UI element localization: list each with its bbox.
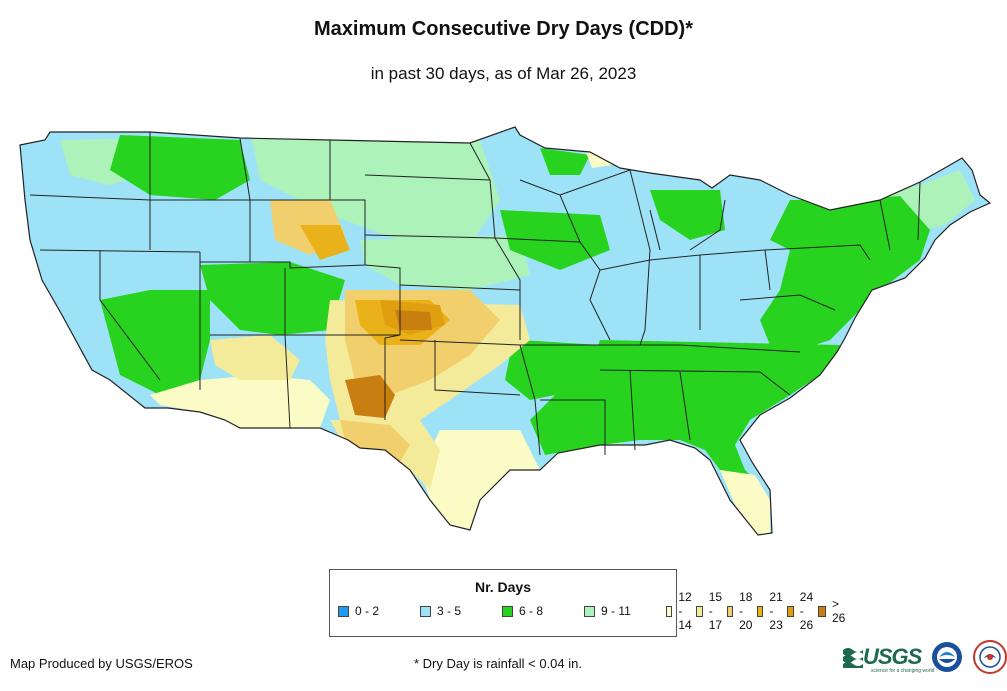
- cdd-map: [19, 126, 992, 536]
- legend-item: 18 - 20: [726, 590, 757, 632]
- legend-item: 24 - 26: [787, 590, 817, 632]
- legend-item: 6 - 8: [502, 603, 584, 619]
- legend-label: > 26: [831, 597, 846, 625]
- class-9-11-regions: [60, 130, 975, 455]
- legend-label: 6 - 8: [519, 604, 544, 618]
- usgs-logo: USGS science for a changing world: [843, 644, 934, 674]
- dry-day-footnote: * Dry Day is rainfall < 0.04 in.: [414, 656, 582, 671]
- usgs-wordmark: USGS: [863, 644, 922, 669]
- legend-label: 3 - 5: [437, 604, 462, 618]
- legend-grid: 0 - 2 3 - 5 6 - 8 9 - 11 12 - 14 15 - 17…: [338, 590, 848, 632]
- legend-label: 18 - 20: [739, 590, 753, 632]
- state-boundaries: [19, 126, 992, 536]
- legend-box: Nr. Days 0 - 2 3 - 5 6 - 8 9 - 11 12 - 1…: [329, 569, 845, 637]
- legend-swatch: [817, 605, 826, 617]
- map-credit: Map Produced by USGS/EROS: [10, 656, 193, 671]
- legend-swatch: [584, 605, 595, 617]
- legend-title: Nr. Days: [474, 579, 532, 595]
- legend-item: 21 - 23: [757, 590, 787, 632]
- legend-item: > 26: [817, 597, 848, 625]
- map-subtitle: in past 30 days, as of Mar 26, 2023: [370, 64, 637, 83]
- class-gt-26-regions: [345, 310, 432, 418]
- class-6-8-regions: [100, 135, 930, 480]
- legend-swatch: [726, 605, 734, 617]
- legend-swatch: [666, 605, 673, 617]
- legend-swatch: [787, 605, 794, 617]
- map-title: Maximum Consecutive Dry Days (CDD)*: [314, 18, 693, 40]
- legend-item: 9 - 11: [584, 603, 666, 619]
- legend-swatch: [696, 605, 703, 617]
- legend-item: 0 - 2: [338, 603, 420, 619]
- usgs-tagline: science for a changing world: [871, 668, 935, 674]
- legend-swatch: [502, 605, 513, 617]
- legend-item: 3 - 5: [420, 603, 502, 619]
- nws-seal-icon: [973, 640, 1007, 674]
- legend-label: 12 - 14: [678, 590, 692, 632]
- usgs-wave-icon: [843, 648, 863, 668]
- legend-label: 21 - 23: [769, 590, 783, 632]
- legend-swatch: [338, 605, 349, 617]
- legend-label: 0 - 2: [355, 604, 380, 618]
- legend-label: 24 - 26: [799, 590, 814, 632]
- legend-label: 9 - 11: [601, 604, 631, 618]
- legend-swatch: [420, 605, 431, 617]
- legend-item: 12 - 14: [666, 590, 696, 632]
- noaa-seal-icon: [932, 642, 963, 672]
- legend-item: 15 - 17: [696, 590, 726, 632]
- agency-logos: USGS science for a changing world: [843, 640, 1007, 674]
- legend-label: 15 - 17: [708, 590, 723, 632]
- legend-swatch: [757, 605, 764, 617]
